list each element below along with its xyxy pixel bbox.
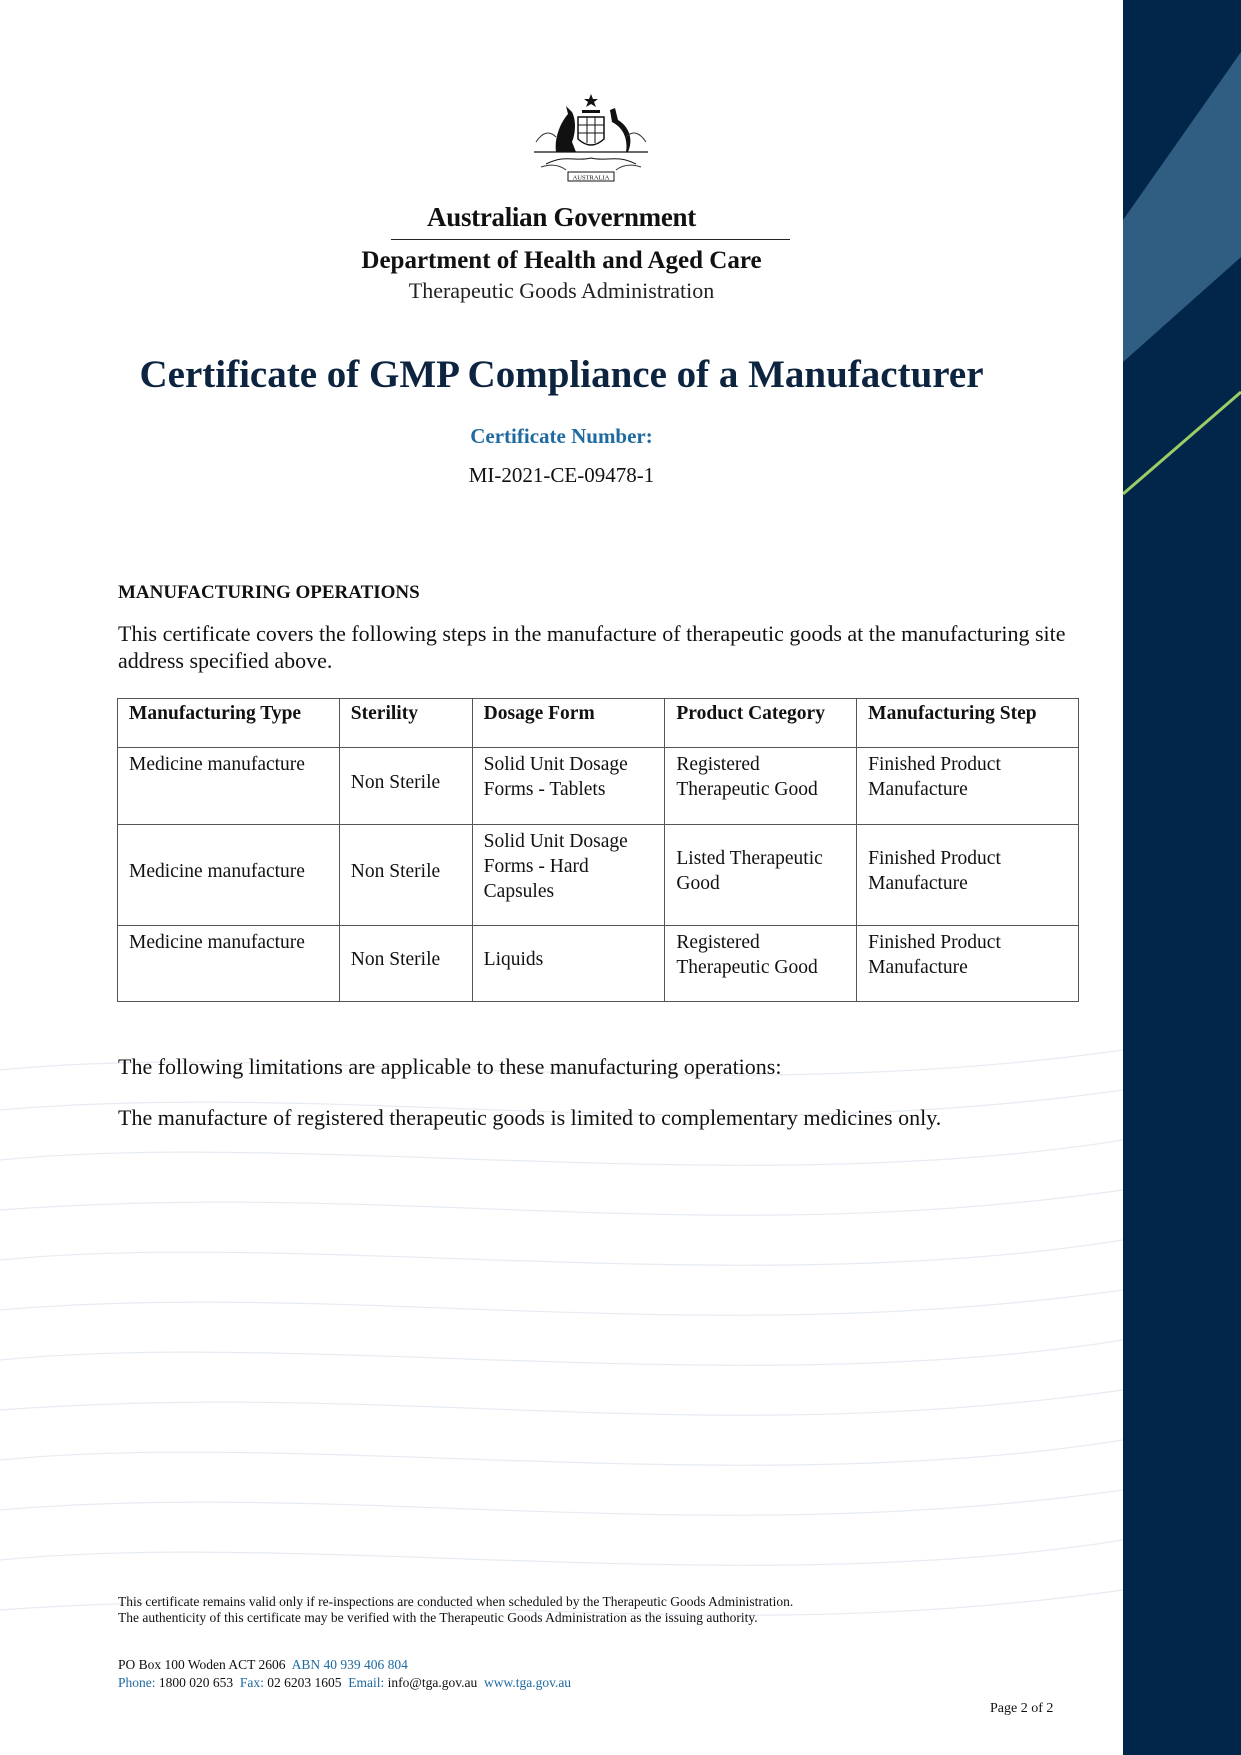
section-heading: MANUFACTURING OPERATIONS	[118, 582, 420, 603]
fax-label: Fax:	[239, 1675, 264, 1690]
agency-name: Therapeutic Goods Administration	[408, 278, 715, 303]
table-cell: Medicine manufacture	[117, 824, 340, 926]
column-header: Product Category	[664, 698, 858, 748]
limitations-intro: The following limitations are applicable…	[118, 1054, 782, 1079]
column-header: Manufacturing Step	[856, 698, 1079, 748]
crest-motto: AUSTRALIA	[573, 175, 610, 182]
website-link[interactable]: www.tga.gov.au	[483, 1675, 572, 1690]
table-cell: Non Sterile	[338, 925, 473, 1002]
government-name: Australian Government	[427, 202, 696, 232]
abn: ABN 40 939 406 804	[291, 1657, 408, 1672]
table-cell: Medicine manufacture	[117, 747, 340, 825]
department-name: Department of Health and Aged Care	[361, 247, 762, 274]
email-link[interactable]: info@tga.gov.au	[387, 1675, 478, 1690]
limitations-text: The manufacture of registered therapeuti…	[118, 1105, 942, 1130]
table-cell: Solid Unit Dosage Forms - Hard Capsules	[471, 824, 666, 926]
section-intro: This certificate covers the following st…	[118, 621, 1066, 673]
header-divider	[391, 239, 790, 240]
table-header-row: Manufacturing Type Sterility Dosage Form…	[117, 698, 1079, 748]
table-cell: Listed Therapeutic Good	[664, 824, 858, 926]
fax-number: 02 6203 1605	[267, 1675, 342, 1690]
table-cell: Finished Product Manufacture	[856, 747, 1079, 825]
table-cell: Registered Therapeutic Good	[664, 925, 858, 1002]
table-cell: Registered Therapeutic Good	[664, 747, 858, 825]
phone-label: Phone:	[118, 1675, 156, 1690]
email-label: Email:	[348, 1675, 385, 1690]
coat-of-arms-logo: AUSTRALIA	[534, 94, 648, 182]
column-header: Dosage Form	[471, 698, 666, 748]
table-cell: Non Sterile	[338, 824, 473, 926]
page-title: Certificate of GMP Compliance of a Manuf…	[139, 353, 984, 396]
table-row: Medicine manufacture Non Sterile Solid U…	[117, 747, 1079, 825]
operations-table: Manufacturing Type Sterility Dosage Form…	[117, 698, 1079, 1002]
column-header: Manufacturing Type	[117, 698, 340, 748]
postal-address: PO Box 100 Woden ACT 2606	[118, 1657, 286, 1672]
table-cell: Non Sterile	[338, 747, 473, 825]
table-row: Medicine manufacture Non Sterile Liquids…	[117, 925, 1079, 1002]
background-wave-pattern	[0, 1049, 1123, 1616]
table-cell: Finished Product Manufacture	[856, 925, 1079, 1002]
certificate-number: MI-2021-CE-09478-1	[468, 463, 655, 487]
address-line: PO Box 100 Woden ACT 2606 ABN 40 939 406…	[118, 1657, 408, 1673]
column-header: Sterility	[338, 698, 473, 748]
contact-line: Phone: 1800 020 653 Fax: 02 6203 1605 Em…	[118, 1675, 571, 1691]
authenticity-note: The authenticity of this certificate may…	[118, 1610, 758, 1625]
table-cell: Medicine manufacture	[117, 925, 340, 1002]
phone-number: 1800 020 653	[158, 1675, 234, 1690]
table-cell: Finished Product Manufacture	[856, 824, 1079, 926]
validity-note: This certificate remains valid only if r…	[118, 1594, 794, 1609]
table-cell: Liquids	[471, 925, 666, 1002]
page-number: Page 2 of 2	[990, 1701, 1054, 1716]
table-row: Medicine manufacture Non Sterile Solid U…	[117, 824, 1079, 926]
certificate-number-label: Certificate Number:	[470, 424, 653, 448]
table-cell: Solid Unit Dosage Forms - Tablets	[471, 747, 666, 825]
decorative-side-band	[1123, 0, 1241, 1755]
